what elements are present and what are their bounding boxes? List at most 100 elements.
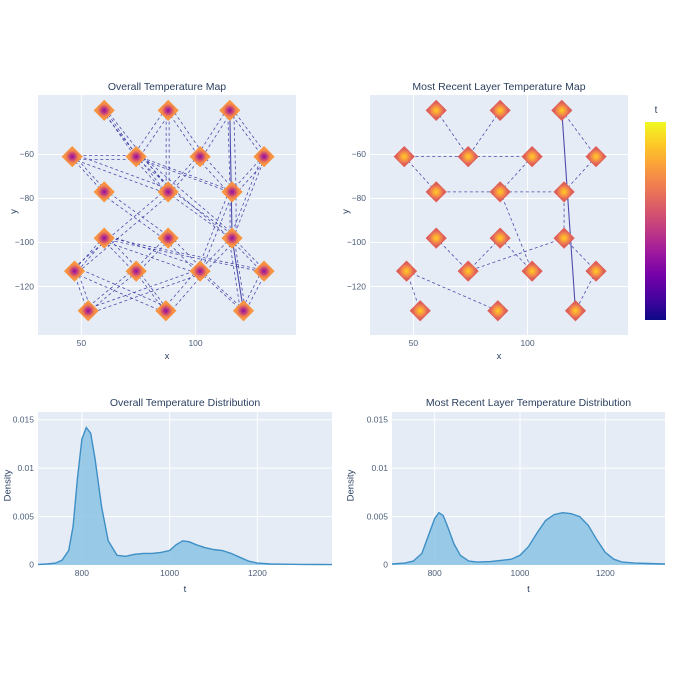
- overall-map-panel: 50 100 −60 −80 −100 −120: [15, 95, 296, 348]
- connection-line: [103, 240, 200, 275]
- y-tick-label: −120: [15, 281, 34, 291]
- overall-map-xlabel: x: [164, 351, 170, 362]
- density-curve: [37, 426, 333, 566]
- recent-density-panel: 800 1000 1200 0 0.005 0.01 0.015: [367, 412, 666, 578]
- connection-line: [103, 238, 264, 273]
- connection-line: [228, 110, 264, 158]
- x-tick-label: 1200: [248, 568, 267, 578]
- recent-density-title: Most Recent Layer Temperature Distributi…: [425, 397, 632, 409]
- connection-line: [241, 270, 263, 311]
- temperature-cluster-marker: [551, 99, 573, 122]
- connection-line: [170, 235, 203, 270]
- recent-map-ylabel: y: [340, 209, 352, 214]
- connection-line: [228, 238, 241, 312]
- connection-line: [135, 157, 232, 240]
- recent-density-ylabel: Density: [345, 469, 357, 502]
- connection-line: [133, 158, 167, 195]
- connection-line: [197, 158, 231, 195]
- density-curve: [391, 511, 666, 565]
- y-tick-label: 0.005: [13, 511, 35, 521]
- y-tick-label: −120: [347, 281, 366, 291]
- connection-line: [201, 111, 232, 158]
- connection-line: [563, 237, 597, 272]
- y-tick-label: 0.005: [367, 511, 389, 521]
- y-tick-label: −80: [352, 193, 367, 203]
- connection-line: [199, 237, 232, 271]
- y-tick-label: 0.01: [17, 463, 34, 473]
- connection-line: [106, 235, 139, 270]
- connection-line: [71, 158, 168, 195]
- connection-line: [231, 155, 264, 192]
- y-tick-label: −60: [20, 149, 35, 159]
- temperature-cluster-marker: [157, 227, 179, 249]
- x-tick-label: 50: [77, 338, 87, 348]
- connection-line: [133, 108, 167, 156]
- connection-line: [229, 110, 233, 239]
- y-tick-label: 0.01: [371, 463, 388, 473]
- connection-line: [230, 239, 263, 273]
- x-tick-label: 100: [520, 338, 534, 348]
- connection-line: [435, 237, 469, 272]
- connection-line: [232, 156, 266, 239]
- x-tick-label: 1000: [160, 568, 179, 578]
- connection-line: [467, 110, 501, 157]
- connection-line: [87, 268, 200, 310]
- colorbar: [645, 122, 666, 320]
- temperature-cluster-marker: [521, 146, 543, 168]
- connection-line: [435, 110, 469, 157]
- connection-line: [467, 237, 501, 272]
- colorbar-label: t: [654, 105, 658, 116]
- recent-density-xlabel: t: [527, 584, 530, 595]
- x-tick-label: 1000: [511, 568, 530, 578]
- overall-density-title: Overall Temperature Distribution: [109, 397, 261, 409]
- temperature-cluster-marker: [221, 181, 243, 203]
- connection-line: [135, 157, 232, 194]
- y-tick-label: 0: [29, 560, 34, 570]
- overall-map-ylabel: y: [8, 209, 20, 214]
- connection-line: [231, 238, 245, 311]
- connection-line: [134, 236, 167, 271]
- y-tick-label: 0.015: [13, 414, 35, 424]
- connection-line: [231, 108, 267, 156]
- connection-line: [169, 157, 202, 194]
- y-tick-label: −80: [20, 193, 35, 203]
- connection-line: [89, 273, 202, 314]
- recent-map-title: Most Recent Layer Temperature Map: [412, 81, 586, 93]
- connection-line: [104, 236, 265, 271]
- y-tick-label: −100: [15, 237, 34, 247]
- connection-line: [137, 239, 170, 273]
- connection-line: [563, 156, 597, 193]
- temperature-cluster-marker: [189, 146, 211, 168]
- temperature-cluster-marker: [157, 99, 179, 122]
- connection-line: [76, 193, 171, 274]
- temperature-cluster-marker: [553, 181, 575, 203]
- y-tick-label: 0.015: [367, 414, 389, 424]
- connection-lines: [71, 107, 268, 314]
- connection-line: [135, 271, 166, 312]
- density-area: [392, 512, 665, 565]
- y-tick-label: −60: [352, 149, 367, 159]
- y-tick-label: 0: [383, 560, 388, 570]
- connection-line: [229, 155, 263, 238]
- x-tick-label: 50: [409, 338, 419, 348]
- connection-line: [234, 159, 268, 195]
- temperature-cluster-marker: [564, 300, 587, 322]
- connection-line: [199, 271, 244, 312]
- connection-line: [561, 110, 577, 311]
- connection-line: [136, 155, 233, 192]
- temperature-cluster-marker: [553, 227, 575, 249]
- connection-line: [200, 270, 245, 311]
- connection-line: [197, 108, 228, 156]
- connection-line: [72, 189, 167, 270]
- connection-line: [103, 110, 136, 158]
- overall-density-ylabel: Density: [2, 469, 14, 502]
- temperature-cluster-marker: [61, 146, 83, 168]
- connection-line: [73, 153, 170, 190]
- temperature-cluster-marker: [585, 146, 607, 168]
- x-tick-label: 1200: [596, 568, 615, 578]
- connection-line: [138, 153, 235, 236]
- connection-line: [166, 155, 199, 191]
- temperature-cluster-marker: [157, 181, 179, 203]
